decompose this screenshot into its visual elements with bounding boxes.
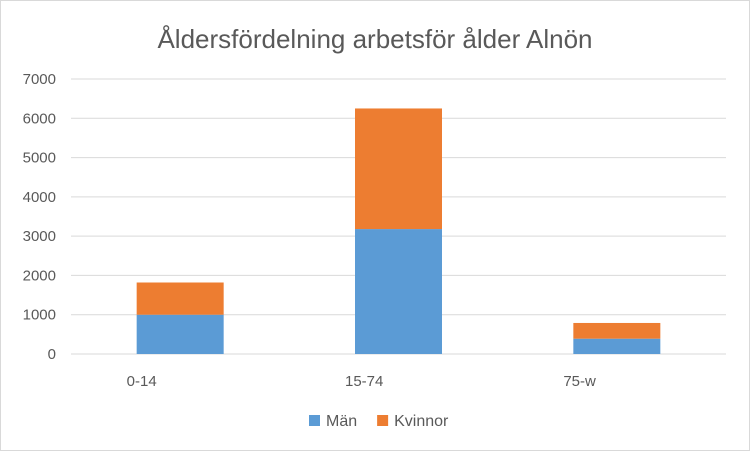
bar-segment-man-75-w [573,338,661,354]
bars [136,108,661,354]
y-tick-label: 6000 [23,110,56,127]
y-axis-tick-labels: 0 1000 2000 3000 4000 5000 6000 7000 [23,71,56,363]
x-axis-tick-labels: 0-14 15-74 75-w [127,373,596,390]
y-tick-label: 0 [48,346,56,363]
x-tick-label: 75-w [563,373,596,390]
y-tick-label: 2000 [23,267,56,284]
legend-label: Män [326,413,357,430]
legend: Män Kvinnor [309,413,449,430]
y-tick-label: 5000 [23,150,56,167]
bar-segment-man-0-14 [136,314,224,354]
x-tick-label: 0-14 [127,373,157,390]
legend-swatch [377,415,389,426]
legend-label: Kvinnor [394,413,449,430]
bar-segment-kvinnor-15-74 [355,108,442,230]
bar-segment-man-15-74 [355,229,442,354]
legend-swatch [309,415,320,426]
y-tick-label: 4000 [23,189,56,206]
y-tick-label: 3000 [23,228,56,245]
y-tick-label: 7000 [23,71,56,88]
x-tick-label: 15-74 [345,373,383,390]
bar-segment-kvinnor-75-w [573,322,661,339]
chart-title: Åldersfördelning arbetsför ålder Alnön [157,24,592,54]
bar-segment-kvinnor-0-14 [136,282,224,315]
y-tick-label: 1000 [23,307,56,324]
